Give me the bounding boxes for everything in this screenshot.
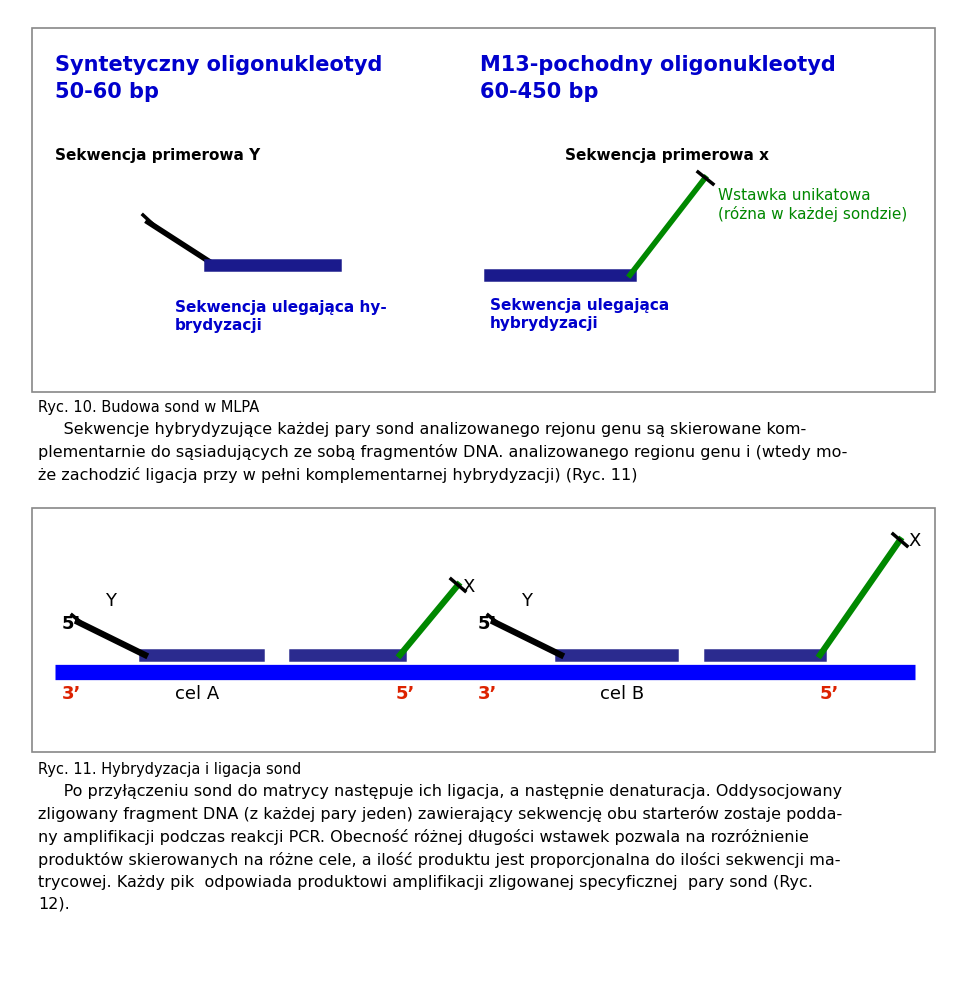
Text: Ryc. 11. Hybrydyzacja i ligacja sond: Ryc. 11. Hybrydyzacja i ligacja sond xyxy=(38,762,301,777)
Text: cel B: cel B xyxy=(600,685,644,703)
Text: brydyzacji: brydyzacji xyxy=(175,318,263,333)
Bar xyxy=(32,28,935,392)
Bar xyxy=(32,508,935,752)
Text: X: X xyxy=(908,532,921,550)
Text: (różna w każdej sondzie): (różna w każdej sondzie) xyxy=(718,206,907,222)
Text: Y: Y xyxy=(105,592,116,610)
Text: M13-pochodny oligonukleotyd: M13-pochodny oligonukleotyd xyxy=(480,55,836,75)
Text: 60-450 bp: 60-450 bp xyxy=(480,82,598,102)
Text: Po przyłączeniu sond do matrycy następuje ich ligacja, a następnie denaturacja. : Po przyłączeniu sond do matrycy następuj… xyxy=(38,784,842,911)
Text: Syntetyczny oligonukleotyd: Syntetyczny oligonukleotyd xyxy=(55,55,382,75)
Text: X: X xyxy=(462,578,474,596)
Text: cel A: cel A xyxy=(175,685,219,703)
Text: Sekwencja ulegająca hy-: Sekwencja ulegająca hy- xyxy=(175,300,387,314)
Text: Wstawka unikatowa: Wstawka unikatowa xyxy=(718,188,871,203)
Text: 5’: 5’ xyxy=(820,685,839,703)
Text: 50-60 bp: 50-60 bp xyxy=(55,82,159,102)
Text: Sekwencje hybrydyzujące każdej pary sond analizowanego rejonu genu są skierowane: Sekwencje hybrydyzujące każdej pary sond… xyxy=(38,422,848,483)
Text: 5’: 5’ xyxy=(396,685,416,703)
Text: Sekwencja primerowa x: Sekwencja primerowa x xyxy=(565,148,769,163)
Text: Sekwencja ulegająca: Sekwencja ulegająca xyxy=(490,298,669,313)
Text: 5’: 5’ xyxy=(478,615,497,633)
Text: Y: Y xyxy=(521,592,532,610)
Text: 3’: 3’ xyxy=(478,685,497,703)
Text: 5’: 5’ xyxy=(62,615,82,633)
Text: hybrydyzacji: hybrydyzacji xyxy=(490,316,599,331)
Text: 3’: 3’ xyxy=(62,685,82,703)
Text: Sekwencja primerowa Y: Sekwencja primerowa Y xyxy=(55,148,260,163)
Text: Ryc. 10. Budowa sond w MLPA: Ryc. 10. Budowa sond w MLPA xyxy=(38,400,259,415)
